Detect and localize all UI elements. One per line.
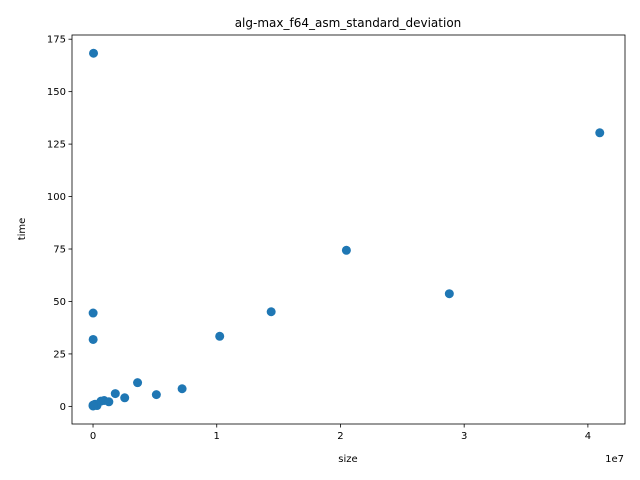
y-tick-label: 50	[53, 297, 66, 308]
data-point	[110, 389, 120, 399]
data-point	[120, 393, 130, 403]
y-tick-label: 125	[47, 140, 66, 151]
data-point	[177, 384, 187, 394]
x-axis-offset-label: 1e7	[605, 454, 624, 465]
x-tick-label: 0	[90, 431, 96, 442]
y-tick-label: 100	[47, 192, 66, 203]
data-point	[215, 331, 225, 341]
data-point	[104, 397, 114, 407]
x-tick-label: 4	[585, 431, 591, 442]
x-axis-label: size	[338, 454, 357, 465]
y-tick-label: 150	[47, 87, 66, 98]
x-tick-label: 2	[337, 431, 343, 442]
data-point	[133, 378, 143, 388]
data-point	[595, 128, 605, 138]
axis-ticks: 0 1 2 3 4 0 25 50 75 100 125 150 175	[47, 35, 591, 442]
x-tick-label: 1	[214, 431, 220, 442]
data-points	[88, 48, 605, 411]
chart-title: alg-max_f64_asm_standard_deviation	[235, 16, 462, 30]
data-point	[88, 334, 98, 344]
data-point	[266, 307, 276, 317]
y-tick-label: 175	[47, 35, 66, 46]
y-tick-label: 75	[53, 245, 66, 256]
x-tick-label: 3	[461, 431, 467, 442]
data-point	[341, 245, 351, 255]
data-point	[444, 289, 454, 299]
y-tick-label: 25	[53, 349, 66, 360]
data-point	[89, 48, 99, 58]
data-point	[151, 390, 161, 400]
data-point	[88, 401, 98, 411]
plot-frame	[71, 34, 626, 425]
y-tick-label: 0	[60, 402, 66, 413]
data-point	[88, 308, 98, 318]
y-axis-label: time	[17, 218, 28, 241]
